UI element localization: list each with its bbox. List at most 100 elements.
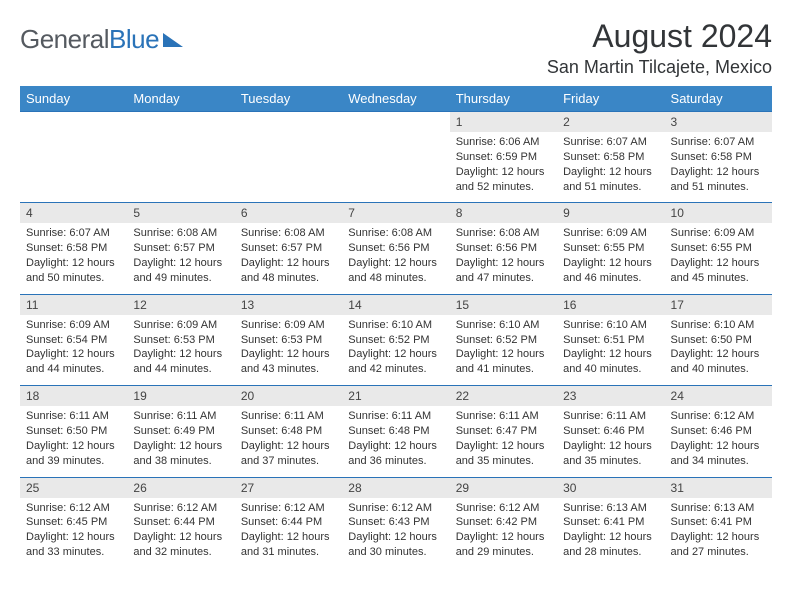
sunrise-line: Sunrise: 6:11 AM xyxy=(348,409,445,424)
sunset-line: Sunset: 6:43 PM xyxy=(348,515,445,530)
day-number-cell: 26 xyxy=(127,477,234,498)
day-detail-cell: Sunrise: 6:08 AMSunset: 6:57 PMDaylight:… xyxy=(127,223,234,294)
daylight-line: Daylight: 12 hours and 49 minutes. xyxy=(133,256,230,286)
daylight-line: Daylight: 12 hours and 31 minutes. xyxy=(241,530,338,560)
sunrise-line: Sunrise: 6:10 AM xyxy=(456,318,553,333)
sunrise-line: Sunrise: 6:08 AM xyxy=(241,226,338,241)
detail-row: Sunrise: 6:11 AMSunset: 6:50 PMDaylight:… xyxy=(20,406,772,477)
daylight-line: Daylight: 12 hours and 51 minutes. xyxy=(671,165,768,195)
day-detail-cell: Sunrise: 6:10 AMSunset: 6:51 PMDaylight:… xyxy=(557,315,664,386)
sunrise-line: Sunrise: 6:09 AM xyxy=(671,226,768,241)
sunset-line: Sunset: 6:52 PM xyxy=(348,333,445,348)
calendar-page: GeneralBlue August 2024 San Martin Tilca… xyxy=(0,0,792,578)
day-number-cell: 18 xyxy=(20,386,127,407)
detail-row: Sunrise: 6:12 AM Sunset: 6:45 PM Daylight:… xyxy=(20,498,772,568)
sunset-line: Sunset: 6:42 PM xyxy=(456,515,553,530)
daylight-line: Daylight: 12 hours and 48 minutes. xyxy=(241,256,338,286)
daylight-line: Daylight: 12 hours and 30 minutes. xyxy=(348,530,445,560)
sunset-line: Sunset: 6:59 PM xyxy=(456,150,553,165)
day-number-cell: 24 xyxy=(665,386,772,407)
sunset-line: Sunset: 6:55 PM xyxy=(563,241,660,256)
day-number-cell: 7 xyxy=(342,203,449,224)
day-number-cell: 13 xyxy=(235,294,342,315)
sunset-line: Sunset: 6:52 PM xyxy=(456,333,553,348)
day-detail-cell: Sunrise: 6:11 AMSunset: 6:48 PMDaylight:… xyxy=(235,406,342,477)
title-block: August 2024 San Martin Tilcajete, Mexico xyxy=(547,18,772,78)
day-detail-cell: Sunrise: 6:07 AMSunset: 6:58 PMDaylight:… xyxy=(665,132,772,203)
day-detail-cell: Sunrise: 6:11 AMSunset: 6:49 PMDaylight:… xyxy=(127,406,234,477)
sunrise-line: Sunrise: 6:12 AM xyxy=(133,501,230,516)
sunrise-line: Sunrise: 6:08 AM xyxy=(348,226,445,241)
sunrise-line: Sunrise: 6:07 AM xyxy=(671,135,768,150)
sunset-line: Sunset: 6:53 PM xyxy=(133,333,230,348)
sunset-line: Sunset: 6:41 PM xyxy=(671,515,768,530)
sunset-line: Sunset: 6:55 PM xyxy=(671,241,768,256)
day-number-cell: 31 xyxy=(665,477,772,498)
sunrise-line: Sunrise: 6:08 AM xyxy=(456,226,553,241)
sunset-line: Sunset: 6:45 PM xyxy=(26,515,123,530)
day-detail-cell: Sunrise: 6:10 AMSunset: 6:52 PMDaylight:… xyxy=(450,315,557,386)
weekday-header: Sunday xyxy=(20,86,127,112)
weekday-header: Thursday xyxy=(450,86,557,112)
day-number-cell: 14 xyxy=(342,294,449,315)
sunset-line: Sunset: 6:49 PM xyxy=(133,424,230,439)
sunrise-line: Sunrise: 6:09 AM xyxy=(241,318,338,333)
day-detail-cell: Sunrise: 6:12 AMSunset: 6:43 PMDaylight:… xyxy=(342,498,449,568)
day-detail-cell: Sunrise: 6:09 AMSunset: 6:53 PMDaylight:… xyxy=(127,315,234,386)
sunset-line: Sunset: 6:48 PM xyxy=(348,424,445,439)
day-number-cell: 5 xyxy=(127,203,234,224)
sunrise-line: Sunrise: 6:10 AM xyxy=(563,318,660,333)
sunrise-line: Sunrise: 6:11 AM xyxy=(456,409,553,424)
sunrise-line: Sunrise: 6:07 AM xyxy=(26,226,123,241)
calendar-table: Sunday Monday Tuesday Wednesday Thursday… xyxy=(20,86,772,568)
sunrise-line: Sunrise: 6:09 AM xyxy=(563,226,660,241)
day-detail-cell: Sunrise: 6:09 AMSunset: 6:55 PMDaylight:… xyxy=(665,223,772,294)
page-subtitle: San Martin Tilcajete, Mexico xyxy=(547,57,772,78)
daylight-line: Daylight: 12 hours and 35 minutes. xyxy=(456,439,553,469)
day-number-cell: 19 xyxy=(127,386,234,407)
day-number-cell: 4 xyxy=(20,203,127,224)
sunset-line: Sunset: 6:46 PM xyxy=(563,424,660,439)
daylight-line: Daylight: 12 hours and 40 minutes. xyxy=(671,347,768,377)
daylight-line: Daylight: 12 hours and 51 minutes. xyxy=(563,165,660,195)
sunset-line: Sunset: 6:44 PM xyxy=(133,515,230,530)
daynum-row: 18192021222324 xyxy=(20,386,772,407)
page-title: August 2024 xyxy=(547,18,772,55)
day-detail-cell: Sunrise: 6:13 AMSunset: 6:41 PMDaylight:… xyxy=(557,498,664,568)
daylight-line: Daylight: 12 hours and 35 minutes. xyxy=(563,439,660,469)
day-number-cell: 1 xyxy=(450,112,557,133)
sunset-line: Sunset: 6:56 PM xyxy=(348,241,445,256)
daylight-line: Daylight: 12 hours and 38 minutes. xyxy=(133,439,230,469)
weekday-header: Saturday xyxy=(665,86,772,112)
day-number-cell: 3 xyxy=(665,112,772,133)
weekday-header: Wednesday xyxy=(342,86,449,112)
daylight-line: Daylight: 12 hours and 37 minutes. xyxy=(241,439,338,469)
daylight-line: Daylight: 12 hours and 41 minutes. xyxy=(456,347,553,377)
sunset-line: Sunset: 6:44 PM xyxy=(241,515,338,530)
day-number-cell: 11 xyxy=(20,294,127,315)
brand-part1: General xyxy=(20,24,109,54)
sunrise-line: Sunrise: 6:12 AM xyxy=(456,501,553,516)
day-detail-cell xyxy=(342,132,449,203)
weekday-header-row: Sunday Monday Tuesday Wednesday Thursday… xyxy=(20,86,772,112)
day-number-cell: 30 xyxy=(557,477,664,498)
daylight-line: Daylight: 12 hours and 42 minutes. xyxy=(348,347,445,377)
sunset-line: Sunset: 6:51 PM xyxy=(563,333,660,348)
sunrise-line: Sunrise: 6:11 AM xyxy=(563,409,660,424)
sunset-line: Sunset: 6:58 PM xyxy=(26,241,123,256)
day-number-cell: 20 xyxy=(235,386,342,407)
daylight-line: Daylight: 12 hours and 47 minutes. xyxy=(456,256,553,286)
weekday-header: Friday xyxy=(557,86,664,112)
day-number-cell: 25 xyxy=(20,477,127,498)
calendar-body: 123Sunrise: 6:06 AMSunset: 6:59 PMDaylig… xyxy=(20,112,772,568)
day-number-cell xyxy=(342,112,449,133)
header-row: GeneralBlue August 2024 San Martin Tilca… xyxy=(20,18,772,78)
day-detail-cell: Sunrise: 6:09 AMSunset: 6:55 PMDaylight:… xyxy=(557,223,664,294)
day-number-cell: 10 xyxy=(665,203,772,224)
day-detail-cell: Sunrise: 6:12 AMSunset: 6:44 PMDaylight:… xyxy=(235,498,342,568)
weekday-header: Monday xyxy=(127,86,234,112)
sunset-line: Sunset: 6:56 PM xyxy=(456,241,553,256)
day-detail-cell: Sunrise: 6:11 AMSunset: 6:47 PMDaylight:… xyxy=(450,406,557,477)
day-detail-cell xyxy=(127,132,234,203)
detail-row: Sunrise: 6:07 AMSunset: 6:58 PM Daylight:… xyxy=(20,223,772,294)
